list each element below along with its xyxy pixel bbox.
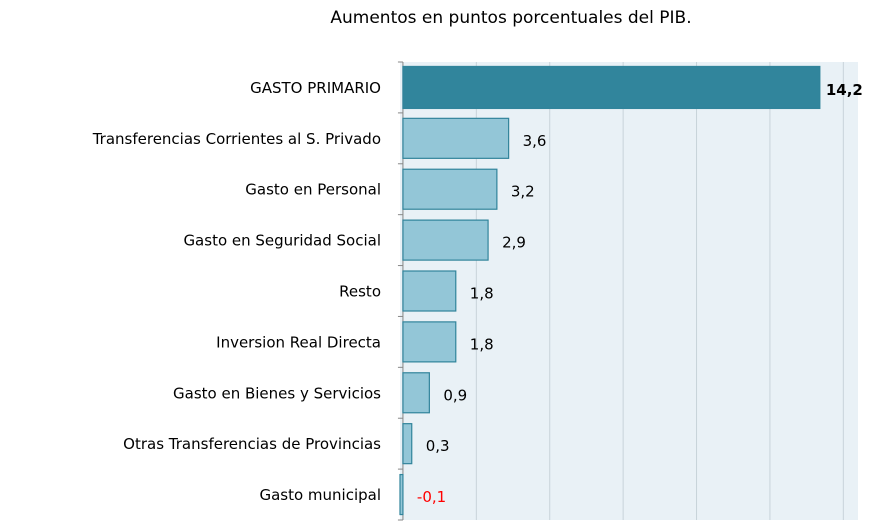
bar [402,219,489,261]
value-label: 3,2 [511,183,535,201]
bar [402,168,498,210]
y-tick-label: Transferencias Corrientes al S. Privado [92,130,381,148]
chart-title: Aumentos en puntos porcentuales del PIB. [330,8,691,28]
value-label: 2,9 [502,234,526,252]
value-label: 1,8 [470,335,494,353]
bar [402,423,413,465]
y-tick-label: Gasto municipal [259,486,381,504]
bar [402,372,430,414]
y-tick-label: Gasto en Bienes y Servicios [173,384,381,402]
y-tick-label: GASTO PRIMARIO [250,79,381,97]
y-tick-label: Resto [339,283,381,301]
y-tick-label: Inversion Real Directa [216,333,381,351]
y-tick-label: Gasto en Seguridad Social [183,232,381,250]
value-label: 1,8 [470,285,494,303]
bar [402,117,510,159]
y-tick-label: Gasto en Personal [245,181,381,199]
value-label: 0,9 [443,386,467,404]
value-label: 3,6 [523,132,547,150]
bar [399,473,404,516]
value-label: 0,3 [426,437,450,455]
value-label: -0,1 [417,488,446,506]
bar [402,65,821,110]
bar [402,321,457,363]
y-tick-label: Otras Transferencias de Provincias [123,435,381,453]
bar [402,270,457,312]
value-label: 14,2 [826,81,863,99]
